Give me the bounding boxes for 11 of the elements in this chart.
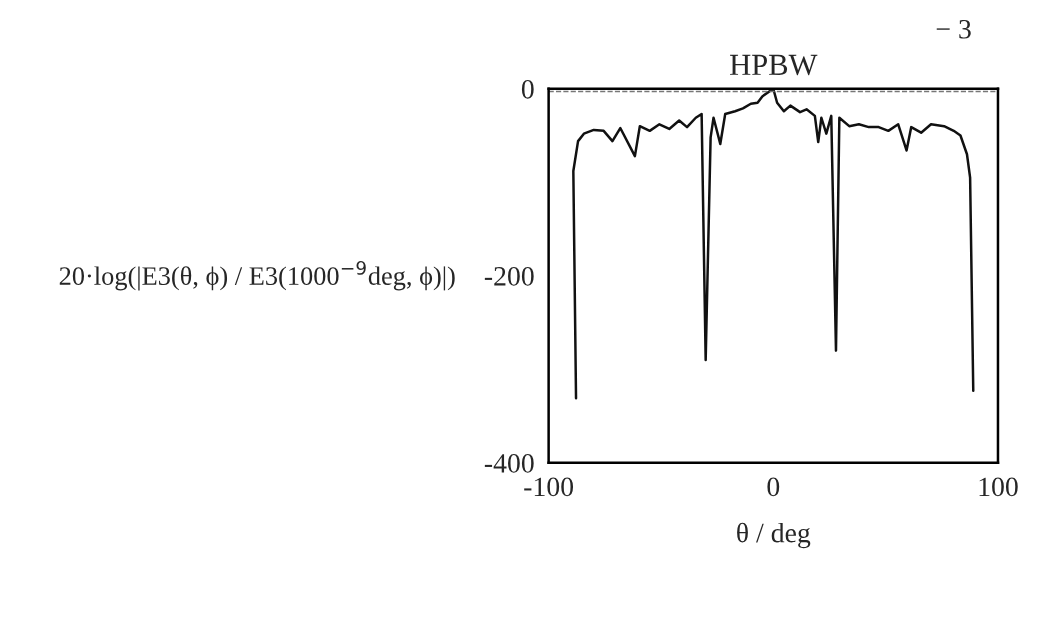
y-tick-label: 0 (521, 79, 534, 99)
y-tick-label: -400 (484, 453, 534, 473)
y-tick-label: -200 (484, 266, 534, 286)
x-axis-title: θ / deg (737, 522, 811, 549)
x-tick-label: 100 (979, 477, 1018, 497)
y-axis-title: 20·log(|E3(θ, ϕ) / E3(1000$^{−9}$deg, ϕ)|) (59, 260, 455, 291)
chart-title: HPBW (730, 54, 818, 76)
line-series (572, 88, 975, 400)
text: − 3 (936, 19, 971, 39)
x-tick-label: -100 (524, 477, 574, 497)
x-tick-label: 0 (767, 477, 780, 497)
